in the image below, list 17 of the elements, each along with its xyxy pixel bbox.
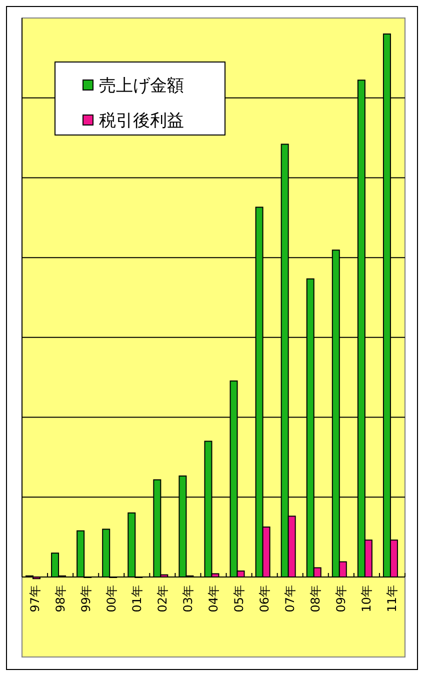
x-tick-label: 00年 [104, 585, 118, 612]
x-tick-label: 11年 [385, 585, 400, 612]
x-tick-label: 03年 [180, 585, 195, 612]
x-tick-label: 01年 [130, 585, 144, 612]
legend-label: 税引後利益 [99, 111, 184, 131]
x-tick-label: 98年 [53, 585, 68, 612]
x-tick-label: 10年 [360, 585, 374, 612]
x-tick-label: 09年 [334, 585, 348, 612]
x-tick-label: 06年 [258, 585, 272, 612]
x-tick-label: 04年 [206, 585, 220, 612]
x-tick-label: 02年 [155, 585, 170, 612]
x-tick-label: 07年 [283, 585, 298, 612]
legend-label: 売上げ金額 [99, 76, 184, 96]
x-tick-label: 08年 [308, 585, 323, 612]
x-tick-label: 99年 [78, 585, 93, 612]
x-tick-label: 05年 [232, 585, 246, 612]
x-tick-label: 97年 [28, 585, 42, 612]
